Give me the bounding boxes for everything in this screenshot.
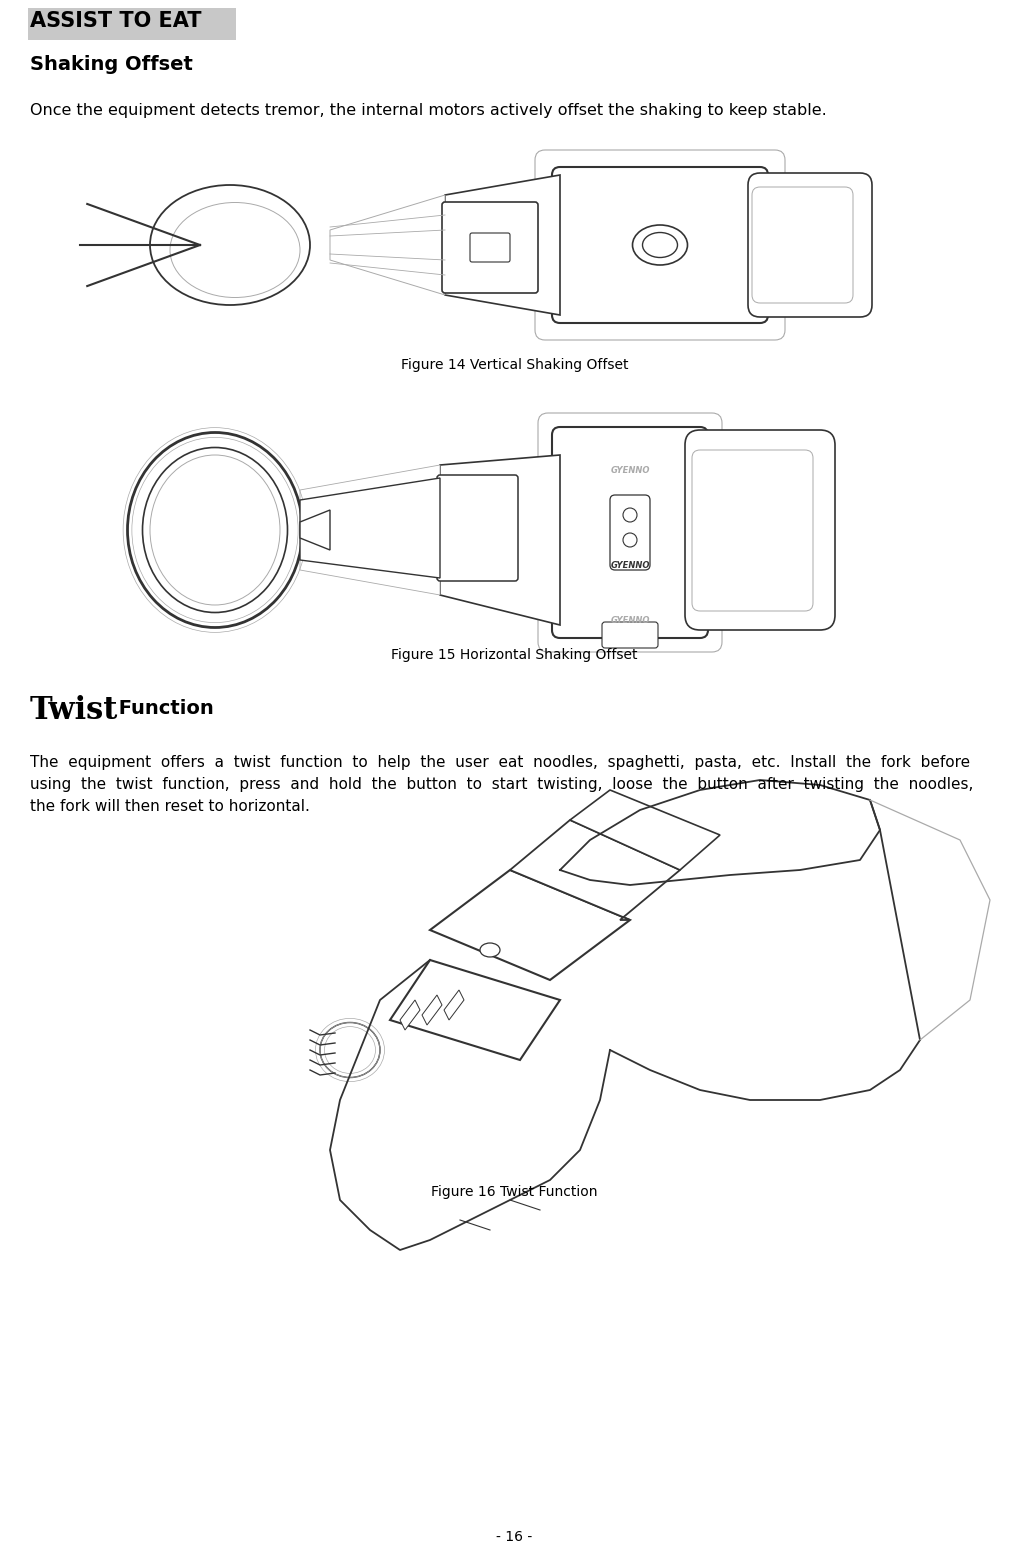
Ellipse shape: [642, 233, 677, 258]
Text: The  equipment  offers  a  twist  function  to  help  the  user  eat  noodles,  : The equipment offers a twist function to…: [30, 756, 970, 770]
Ellipse shape: [128, 432, 303, 628]
Text: Once the equipment detects tremor, the internal motors actively offset the shaki: Once the equipment detects tremor, the i…: [30, 103, 826, 119]
Polygon shape: [570, 790, 720, 869]
Text: using  the  twist  function,  press  and  hold  the  button  to  start  twisting: using the twist function, press and hold…: [30, 777, 973, 791]
Text: - 16 -: - 16 -: [496, 1530, 533, 1544]
Text: GYENNO: GYENNO: [610, 560, 649, 570]
Text: GYENNO: GYENNO: [610, 465, 649, 475]
Ellipse shape: [480, 943, 500, 957]
FancyBboxPatch shape: [552, 167, 768, 323]
Text: Figure 14 Vertical Shaking Offset: Figure 14 Vertical Shaking Offset: [400, 357, 629, 372]
Ellipse shape: [142, 448, 287, 612]
Polygon shape: [422, 994, 442, 1026]
Text: GYENNO: GYENNO: [610, 615, 649, 624]
Polygon shape: [510, 820, 680, 919]
Ellipse shape: [623, 507, 637, 521]
FancyBboxPatch shape: [602, 621, 658, 648]
FancyBboxPatch shape: [538, 414, 722, 652]
Bar: [28, 8, 236, 41]
Text: Figure 16 Twist Function: Figure 16 Twist Function: [431, 1185, 598, 1199]
Ellipse shape: [170, 203, 300, 298]
FancyBboxPatch shape: [691, 450, 813, 610]
Ellipse shape: [150, 454, 280, 606]
Text: Figure 15 Horizontal Shaking Offset: Figure 15 Horizontal Shaking Offset: [391, 648, 638, 662]
Text: Shaking Offset: Shaking Offset: [30, 55, 192, 73]
Polygon shape: [445, 175, 560, 315]
Ellipse shape: [623, 532, 637, 546]
FancyBboxPatch shape: [685, 429, 835, 631]
Text: the fork will then reset to horizontal.: the fork will then reset to horizontal.: [30, 799, 310, 813]
Polygon shape: [440, 454, 560, 624]
FancyBboxPatch shape: [437, 475, 518, 581]
FancyBboxPatch shape: [535, 150, 785, 340]
FancyBboxPatch shape: [442, 201, 538, 293]
FancyBboxPatch shape: [470, 233, 510, 262]
Ellipse shape: [320, 1022, 380, 1077]
Polygon shape: [330, 195, 445, 295]
Polygon shape: [700, 510, 745, 540]
FancyBboxPatch shape: [752, 187, 853, 303]
Polygon shape: [430, 869, 630, 980]
Text: Twist: Twist: [30, 695, 118, 726]
Polygon shape: [390, 960, 560, 1060]
Polygon shape: [300, 478, 440, 578]
Polygon shape: [300, 510, 330, 549]
Polygon shape: [400, 1001, 420, 1030]
Ellipse shape: [150, 186, 310, 304]
FancyBboxPatch shape: [610, 495, 650, 570]
Polygon shape: [300, 465, 440, 595]
Text: ASSIST TO EAT: ASSIST TO EAT: [30, 11, 202, 31]
FancyBboxPatch shape: [748, 173, 872, 317]
Polygon shape: [443, 990, 464, 1019]
Ellipse shape: [633, 225, 687, 265]
FancyBboxPatch shape: [552, 428, 708, 638]
Text: Function: Function: [112, 699, 214, 718]
